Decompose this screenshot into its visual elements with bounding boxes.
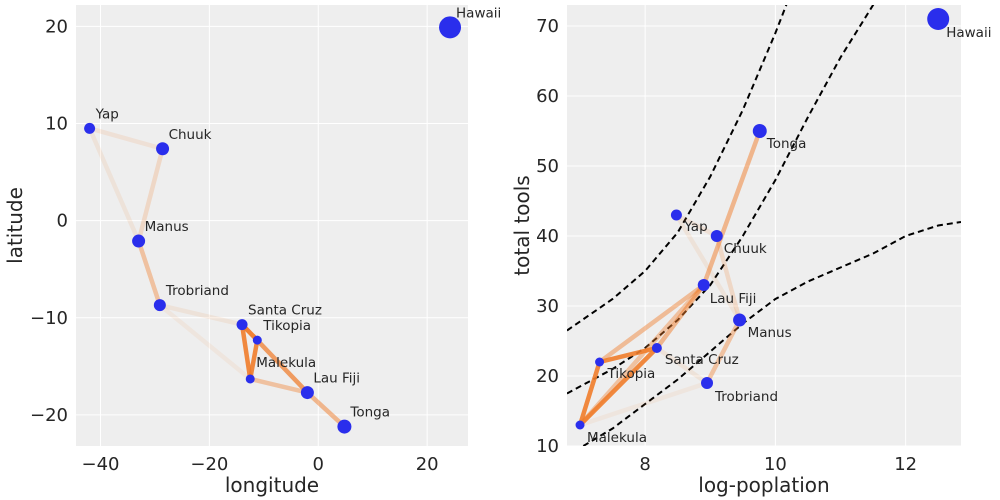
- y-tick-label: −10: [30, 308, 68, 329]
- data-point: [595, 357, 605, 367]
- x-tick-label: 12: [894, 454, 917, 475]
- point-label: Tonga: [766, 136, 807, 152]
- data-point: [337, 419, 352, 434]
- x-axis-label: log-poplation: [698, 473, 829, 497]
- x-tick-label: 0: [313, 454, 324, 475]
- point-label: Tikopia: [262, 318, 311, 334]
- point-label: Tikopia: [607, 366, 656, 382]
- y-tick-label: 20: [45, 16, 68, 37]
- y-tick-label: 30: [536, 296, 559, 317]
- y-tick-label: 40: [536, 226, 559, 247]
- point-label: Trobriand: [714, 389, 778, 405]
- y-tick-label: 0: [57, 211, 68, 232]
- data-point: [670, 209, 682, 221]
- x-tick-label: 10: [764, 454, 787, 475]
- y-axis-label: total tools: [510, 175, 534, 275]
- link-line: [255, 337, 310, 395]
- link-line: [239, 322, 310, 395]
- interval-line: [582, 221, 961, 446]
- point-label: Hawaii: [456, 5, 501, 21]
- x-tick-label: 20: [416, 454, 439, 475]
- link-line: [674, 212, 720, 239]
- link-line: [247, 376, 310, 395]
- y-tick-label: 10: [45, 114, 68, 135]
- data-point: [701, 377, 714, 389]
- link-line: [701, 128, 763, 288]
- link-line: [305, 390, 347, 429]
- data-point: [651, 343, 662, 353]
- point-label: Hawaii: [946, 25, 991, 41]
- y-tick-label: 70: [536, 16, 559, 37]
- link-line: [597, 345, 660, 365]
- point-label: Tonga: [349, 405, 390, 421]
- link-line: [157, 302, 245, 327]
- point-label: Manus: [145, 219, 189, 235]
- link-line: [577, 345, 660, 428]
- data-point: [132, 234, 146, 248]
- data-point: [252, 335, 262, 345]
- y-tick-label: −20: [30, 405, 68, 426]
- link-line: [577, 359, 602, 428]
- data-point: [697, 279, 710, 291]
- x-tick-label: −40: [82, 454, 120, 475]
- point-label: Chuuk: [724, 241, 767, 257]
- point-label: Yap: [683, 219, 707, 235]
- point-label: Malekula: [256, 355, 316, 371]
- y-axis-label: latitude: [3, 187, 27, 264]
- data-point: [84, 122, 96, 134]
- point-label: Santa Cruz: [665, 352, 739, 368]
- point-label: Lau Fiji: [710, 291, 757, 307]
- link-line: [704, 317, 742, 386]
- link-line: [136, 146, 165, 244]
- data-point: [575, 420, 585, 430]
- data-point: [439, 16, 462, 39]
- point-label: Malekula: [587, 430, 647, 446]
- point-label: Trobriand: [165, 283, 229, 299]
- data-point: [236, 319, 248, 331]
- x-tick-label: −20: [190, 454, 228, 475]
- x-axis-label: longitude: [225, 473, 319, 497]
- point-label: Lau Fiji: [313, 371, 360, 387]
- data-point: [300, 386, 314, 400]
- link-line: [674, 212, 742, 323]
- data-point: [733, 313, 747, 327]
- interval-line: [567, 5, 875, 395]
- y-tick-label: 50: [536, 156, 559, 177]
- data-point: [153, 299, 166, 312]
- data-point: [710, 230, 723, 242]
- data-point: [752, 124, 767, 138]
- plot-background: [76, 5, 468, 446]
- tools-panel: Malekula Tikopia Santa Cruz Yap Lau Fiji Trob…: [510, 5, 991, 497]
- link-line: [654, 345, 710, 386]
- link-line: [87, 126, 141, 244]
- y-tick-label: 10: [536, 436, 559, 457]
- link-line: [136, 238, 163, 308]
- interval-line: [567, 5, 788, 332]
- data-point: [927, 8, 950, 30]
- point-label: Yap: [95, 106, 119, 122]
- point-label: Chuuk: [169, 127, 212, 143]
- link-line: [577, 282, 707, 428]
- data-point: [156, 142, 170, 156]
- link-line: [597, 282, 707, 365]
- point-label: Manus: [748, 325, 792, 341]
- link-line: [654, 282, 707, 351]
- point-label: Santa Cruz: [248, 303, 322, 319]
- data-point: [245, 374, 255, 384]
- link-line: [714, 233, 742, 323]
- link-line: [239, 322, 253, 382]
- y-tick-label: 20: [536, 366, 559, 387]
- y-tick-label: 60: [536, 86, 559, 107]
- link-line: [577, 380, 710, 428]
- x-tick-label: 8: [639, 454, 650, 475]
- link-line: [87, 126, 165, 152]
- link-line: [157, 302, 253, 382]
